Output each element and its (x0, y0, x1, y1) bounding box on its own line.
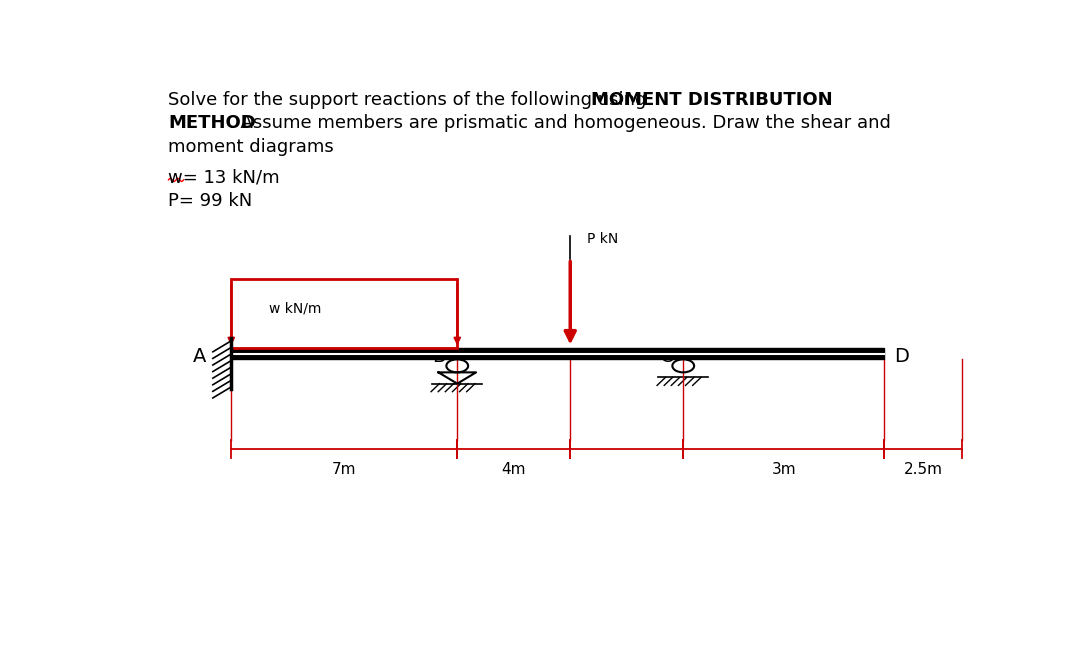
Text: METHOD: METHOD (168, 114, 256, 132)
Text: MOMENT DISTRIBUTION: MOMENT DISTRIBUTION (591, 90, 833, 109)
Text: 4m: 4m (501, 462, 526, 477)
Text: 3m: 3m (771, 462, 796, 477)
Text: 7m: 7m (332, 462, 356, 477)
Text: B: B (432, 347, 446, 366)
Text: moment diagrams: moment diagrams (168, 138, 334, 156)
Text: . Assume members are prismatic and homogeneous. Draw the shear and: . Assume members are prismatic and homog… (229, 114, 891, 132)
Text: P kN: P kN (588, 232, 618, 245)
Text: C: C (660, 347, 673, 366)
Text: w= 13 kN/m: w= 13 kN/m (168, 169, 280, 186)
Bar (231, 348, 885, 359)
Text: w kN/m: w kN/m (269, 301, 321, 316)
Bar (231, 279, 457, 348)
Text: A: A (192, 347, 206, 366)
Text: D: D (894, 347, 909, 366)
Text: P= 99 kN: P= 99 kN (168, 192, 253, 210)
Text: 2.5m: 2.5m (904, 462, 943, 477)
Text: Solve for the support reactions of the following using: Solve for the support reactions of the f… (168, 90, 652, 109)
